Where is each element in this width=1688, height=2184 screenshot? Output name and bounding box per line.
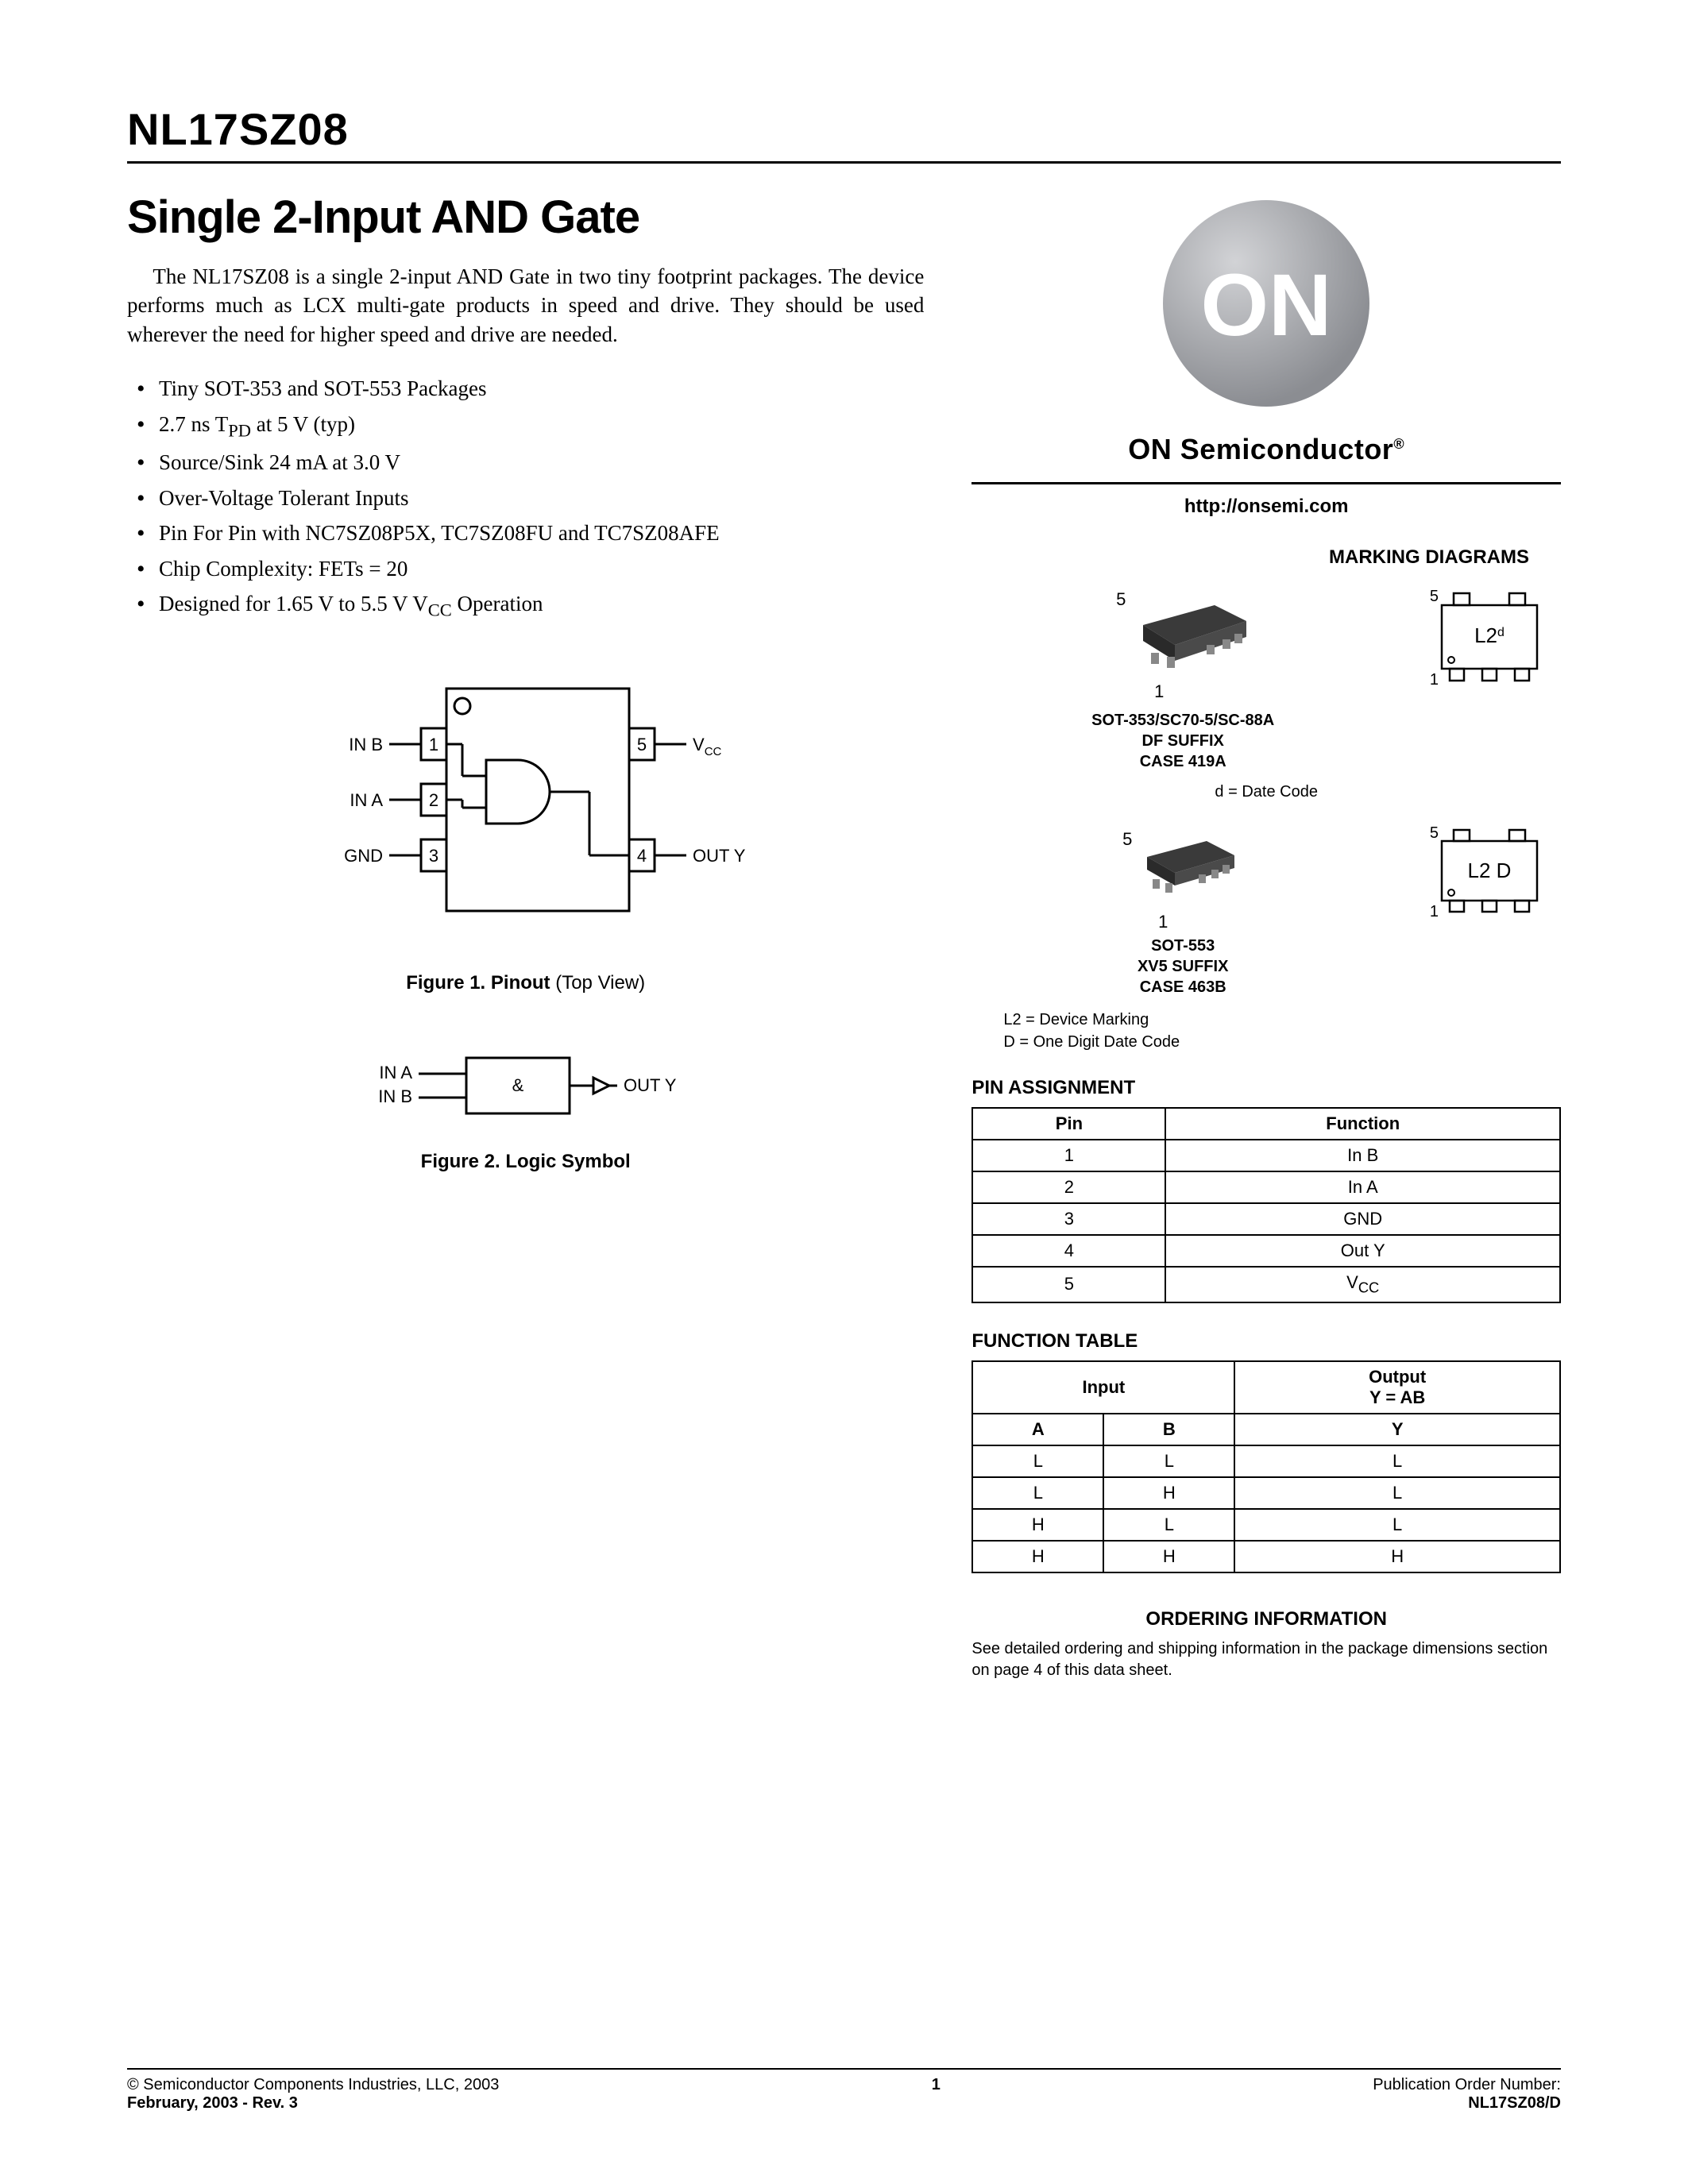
svg-text:1: 1: [429, 735, 438, 754]
svg-text:GND: GND: [344, 846, 383, 866]
package-1-row: 5 1 SOT-353/SC70-5/SC-88A DF SUFFIX CASE…: [971, 577, 1561, 772]
divider: [971, 482, 1561, 484]
table-header: Function: [1165, 1108, 1560, 1140]
svg-text:1: 1: [1430, 903, 1439, 920]
table-row: HLL: [972, 1509, 1560, 1541]
copyright: © Semiconductor Components Industries, L…: [127, 2076, 499, 2094]
pin-assignment-table: Pin Function 1In B 2In A 3GND 4Out Y 5VC…: [971, 1107, 1561, 1302]
figure-2: & IN A IN B OUT Y Figure 2. Logic Symbol: [127, 1042, 924, 1173]
feature-item: Over-Voltage Tolerant Inputs: [137, 480, 924, 516]
pub-label: Publication Order Number:: [1373, 2076, 1561, 2094]
sot353-outline-icon: L2d 5 1: [1418, 577, 1561, 696]
logic-symbol-diagram: & IN A IN B OUT Y: [355, 1042, 697, 1137]
svg-text:IN A: IN A: [350, 790, 383, 810]
marking-legend: L2 = Device Marking D = One Digit Date C…: [1003, 1009, 1561, 1053]
svg-text:4: 4: [637, 846, 647, 866]
pin-1-label: 1: [948, 681, 1370, 702]
two-column-layout: Single 2-Input AND Gate The NL17SZ08 is …: [127, 192, 1561, 2068]
svg-text:L2d: L2d: [1474, 623, 1505, 647]
page-footer: © Semiconductor Components Industries, L…: [127, 2068, 1561, 2113]
marking-heading: MARKING DIAGRAMS: [971, 545, 1529, 569]
svg-text:IN B: IN B: [378, 1086, 412, 1106]
ordering-heading: ORDERING INFORMATION: [971, 1608, 1561, 1630]
svg-text:2: 2: [429, 790, 438, 810]
svg-text:1: 1: [1430, 671, 1439, 689]
table-row: 1In B: [972, 1140, 1560, 1171]
date-rev: February, 2003 - Rev. 3: [127, 2094, 499, 2113]
table-row: 3GND: [972, 1203, 1560, 1235]
table-row: 2In A: [972, 1171, 1560, 1203]
svg-text:IN B: IN B: [349, 735, 383, 754]
table-row: 5VCC: [972, 1267, 1560, 1302]
function-table-heading: FUNCTION TABLE: [971, 1330, 1561, 1352]
pkg1-label: SOT-353/SC70-5/SC-88A DF SUFFIX CASE 419…: [971, 710, 1394, 772]
right-column: ON ON Semiconductor® http://onsemi.com M…: [971, 192, 1561, 2068]
table-row: HHH: [972, 1541, 1560, 1572]
pinout-diagram: 1 2 3 5 4: [303, 673, 748, 959]
svg-text:OUT Y: OUT Y: [624, 1075, 677, 1095]
table-header: Output Y = AB: [1234, 1361, 1560, 1414]
feature-item: 2.7 ns TPD at 5 V (typ): [137, 407, 924, 446]
feature-item: Pin For Pin with NC7SZ08P5X, TC7SZ08FU a…: [137, 515, 924, 551]
date-code-note: d = Date Code: [971, 783, 1561, 801]
svg-text:&: &: [512, 1075, 523, 1095]
feature-item: Tiny SOT-353 and SOT-553 Packages: [137, 371, 924, 407]
part-number: NL17SZ08: [127, 103, 1561, 164]
feature-item: Chip Complexity: FETs = 20: [137, 551, 924, 587]
pin-assignment-heading: PIN ASSIGNMENT: [971, 1077, 1561, 1099]
pin-1-label: 1: [952, 912, 1374, 932]
svg-text:VCC: VCC: [693, 735, 722, 758]
svg-text:5: 5: [637, 735, 647, 754]
brand-logo: ON: [971, 192, 1561, 419]
table-row: LHL: [972, 1477, 1560, 1509]
intro-paragraph: The NL17SZ08 is a single 2-input AND Gat…: [127, 262, 924, 349]
svg-text:5: 5: [1430, 824, 1439, 842]
feature-item: Source/Sink 24 mA at 3.0 V: [137, 445, 924, 480]
left-column: Single 2-Input AND Gate The NL17SZ08 is …: [127, 192, 924, 2068]
datasheet-page: NL17SZ08 Single 2-Input AND Gate The NL1…: [127, 103, 1561, 2113]
feature-item: Designed for 1.65 V to 5.5 V VCC Operati…: [137, 586, 924, 625]
pin-5-label: 5: [910, 589, 1332, 610]
svg-text:OUT Y: OUT Y: [693, 846, 746, 866]
figure-1: 1 2 3 5 4: [127, 673, 924, 994]
feature-list: Tiny SOT-353 and SOT-553 Packages 2.7 ns…: [127, 371, 924, 625]
table-row: 4Out Y: [972, 1235, 1560, 1267]
sot553-outline-icon: L2 D 5 1: [1418, 817, 1561, 928]
figure-2-caption: Figure 2. Logic Symbol: [127, 1151, 924, 1173]
brand-name: ON Semiconductor®: [971, 433, 1561, 466]
function-table: Input Output Y = AB A B Y LLL LHL HLL HH…: [971, 1360, 1561, 1573]
pub-number: NL17SZ08/D: [1373, 2094, 1561, 2113]
svg-text:ON: ON: [1201, 257, 1332, 354]
on-logo-icon: ON: [1155, 192, 1377, 415]
table-row: LLL: [972, 1445, 1560, 1477]
table-header: Pin: [972, 1108, 1165, 1140]
svg-text:5: 5: [1430, 588, 1439, 605]
package-2-row: 5 1 SOT-553 XV5 SUFFIX CASE 463B: [971, 817, 1561, 997]
pin-5-label: 5: [916, 829, 1338, 850]
table-header: Input: [972, 1361, 1234, 1414]
svg-text:L2 D: L2 D: [1468, 859, 1512, 882]
ordering-note: See detailed ordering and shipping infor…: [971, 1638, 1561, 1681]
svg-text:3: 3: [429, 846, 438, 866]
svg-text:IN A: IN A: [379, 1063, 412, 1082]
url[interactable]: http://onsemi.com: [971, 496, 1561, 518]
title: Single 2-Input AND Gate: [127, 192, 924, 243]
pkg2-label: SOT-553 XV5 SUFFIX CASE 463B: [971, 936, 1394, 997]
figure-1-caption: Figure 1. Pinout (Top View): [127, 972, 924, 994]
page-number: 1: [932, 2076, 941, 2094]
